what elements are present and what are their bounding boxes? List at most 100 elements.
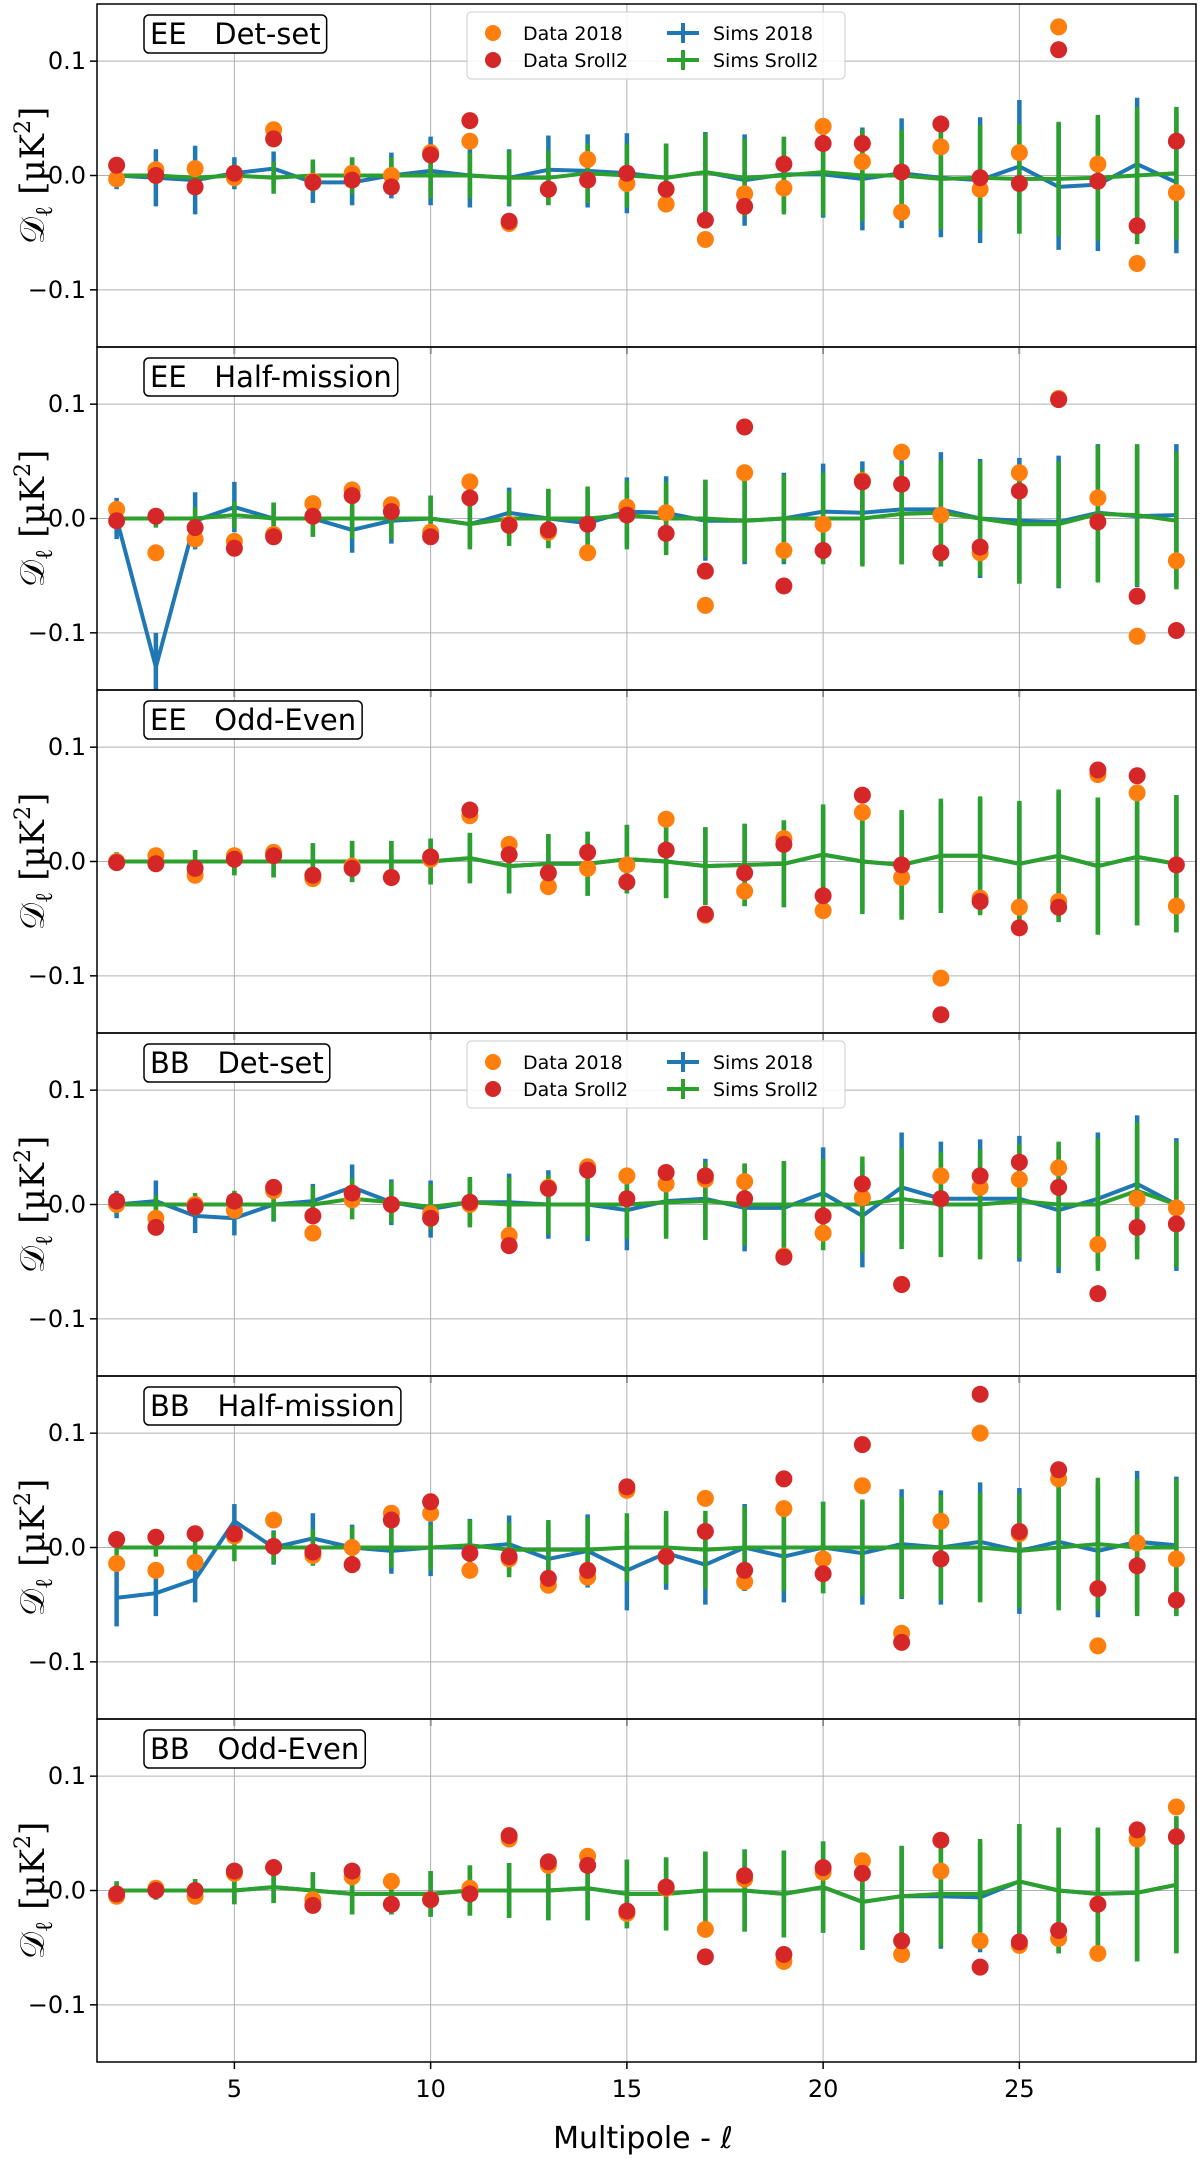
data-sroll2-point xyxy=(500,846,518,864)
data-sroll2-point xyxy=(696,1522,714,1540)
data-sroll2-point xyxy=(696,905,714,923)
data-sroll2-point xyxy=(539,1179,557,1197)
data-2018-point xyxy=(461,1561,479,1579)
data-sroll2-point xyxy=(539,1853,557,1871)
y-axis-title: 𝒟ℓ [μK2] xyxy=(11,1136,58,1273)
data-2018-point xyxy=(1167,1798,1185,1816)
panel-title: EE Odd-Even xyxy=(150,703,356,737)
data-2018-point xyxy=(814,515,832,533)
data-2018-point xyxy=(108,1555,126,1573)
data-sroll2-point xyxy=(1089,1895,1107,1913)
data-sroll2-point xyxy=(225,1192,243,1210)
data-2018-point xyxy=(539,878,557,896)
data-sroll2-point xyxy=(736,197,754,215)
data-sroll2-point xyxy=(618,1902,636,1920)
data-2018-point xyxy=(461,473,479,491)
data-2018-point xyxy=(1010,1170,1028,1188)
data-sroll2-point xyxy=(147,167,165,184)
panel-3: −0.1 0.0 0.1 𝒟ℓ [μK2] EE Odd-Even xyxy=(11,689,1197,1040)
sims-sroll2-line xyxy=(116,170,1177,181)
data-sroll2-point xyxy=(500,1827,518,1845)
data-2018-point xyxy=(853,153,871,171)
data-sroll2-point xyxy=(382,1895,400,1913)
data-2018-point xyxy=(775,542,793,560)
data-sroll2-point xyxy=(932,1550,950,1568)
data-sroll2-point xyxy=(696,1167,714,1185)
data-2018-point xyxy=(1167,552,1185,570)
y-tick-label: 0.0 xyxy=(48,1534,86,1562)
data-sroll2-point xyxy=(108,156,126,174)
y-axis-title: 𝒟ℓ [μK2] xyxy=(11,793,58,930)
x-tick-label: 20 xyxy=(808,2075,839,2103)
data-sroll2-point xyxy=(1050,1922,1068,1940)
data-2018-point xyxy=(1128,1190,1146,1208)
data-sroll2-point xyxy=(343,487,361,505)
data-sroll2-point xyxy=(382,1196,400,1213)
data-sroll2-point xyxy=(461,112,479,130)
data-sroll2-point xyxy=(736,418,754,436)
data-2018-point xyxy=(1128,627,1146,645)
plot-area xyxy=(108,1115,1185,1303)
data-2018-point xyxy=(1010,144,1028,162)
data-2018-point xyxy=(657,504,675,522)
data-sroll2-point xyxy=(1010,175,1028,193)
data-2018-point xyxy=(618,856,636,874)
y-tick-label: 0.1 xyxy=(48,390,86,418)
data-sroll2-point xyxy=(853,473,871,491)
y-tick-label: 0.1 xyxy=(48,733,86,761)
data-sroll2-point xyxy=(304,173,322,191)
data-sroll2-point xyxy=(225,1525,243,1543)
data-sroll2-point xyxy=(814,542,832,560)
data-sroll2-point xyxy=(1167,1591,1185,1609)
panel-5: −0.1 0.0 0.1 𝒟ℓ [μK2] BB Half-mission xyxy=(11,1375,1197,1726)
legend-frame xyxy=(466,11,846,80)
data-sroll2-point xyxy=(304,507,322,525)
data-sroll2-point xyxy=(814,1859,832,1877)
data-sroll2-point xyxy=(932,1006,950,1024)
panel-4: −0.10.00.1𝒟ℓ [μK2]BB Det-set Data 2018Dat… xyxy=(11,1032,1197,1383)
data-sroll2-point xyxy=(304,1543,322,1561)
y-axis-title: 𝒟ℓ [μK2] xyxy=(11,450,58,587)
legend-label: Sims Sroll2 xyxy=(713,1079,819,1101)
panel-title: EE Half-mission xyxy=(150,360,392,394)
data-sroll2-point xyxy=(343,1862,361,1880)
data-sroll2-point xyxy=(696,562,714,580)
data-2018-point xyxy=(657,810,675,828)
data-sroll2-point xyxy=(539,180,557,198)
panel-title-box: EE Half-mission xyxy=(143,357,399,397)
data-sroll2-point xyxy=(775,1946,793,1964)
legend-label: Sims 2018 xyxy=(713,1052,813,1074)
data-2018-point xyxy=(932,1167,950,1185)
panel-2: −0.1 0.0 0.1 𝒟ℓ [μK2] EE Half-mission xyxy=(11,346,1197,697)
data-sroll2-point xyxy=(461,1544,479,1562)
data-2018-point xyxy=(775,179,793,197)
panel-title-frame xyxy=(143,1386,402,1426)
data-2018-point xyxy=(775,1500,793,1518)
data-sroll2-point xyxy=(971,169,989,187)
data-sroll2-point xyxy=(1089,1285,1107,1303)
data-2018-point xyxy=(971,1424,989,1442)
data-sroll2-point xyxy=(422,1891,440,1909)
axes-frame xyxy=(96,1718,1197,2063)
data-2018-point xyxy=(932,1862,950,1880)
data-2018-point xyxy=(736,464,754,482)
data-2018-point xyxy=(461,132,479,150)
x-tick-label: 10 xyxy=(415,2075,446,2103)
data-2018-point xyxy=(736,185,754,203)
data-2018-point xyxy=(853,803,871,821)
panel-title: EE Det-set xyxy=(150,17,321,51)
data-sroll2-point xyxy=(422,146,440,164)
data-sroll2-point xyxy=(657,1878,675,1896)
data-2018-point xyxy=(696,596,714,614)
data-sroll2-point xyxy=(1010,1933,1028,1951)
data-2018-point xyxy=(1167,1550,1185,1568)
data-sroll2-point xyxy=(775,155,793,173)
data-sroll2-point xyxy=(696,211,714,229)
data-sroll2-point xyxy=(422,528,440,546)
data-2018-point xyxy=(893,443,911,461)
data-sroll2-point xyxy=(775,835,793,853)
legend-label: Data 2018 xyxy=(523,1052,623,1074)
data-2018-point xyxy=(1167,897,1185,915)
y-tick-label: −0.1 xyxy=(28,619,86,647)
data-sroll2-point xyxy=(579,515,597,533)
